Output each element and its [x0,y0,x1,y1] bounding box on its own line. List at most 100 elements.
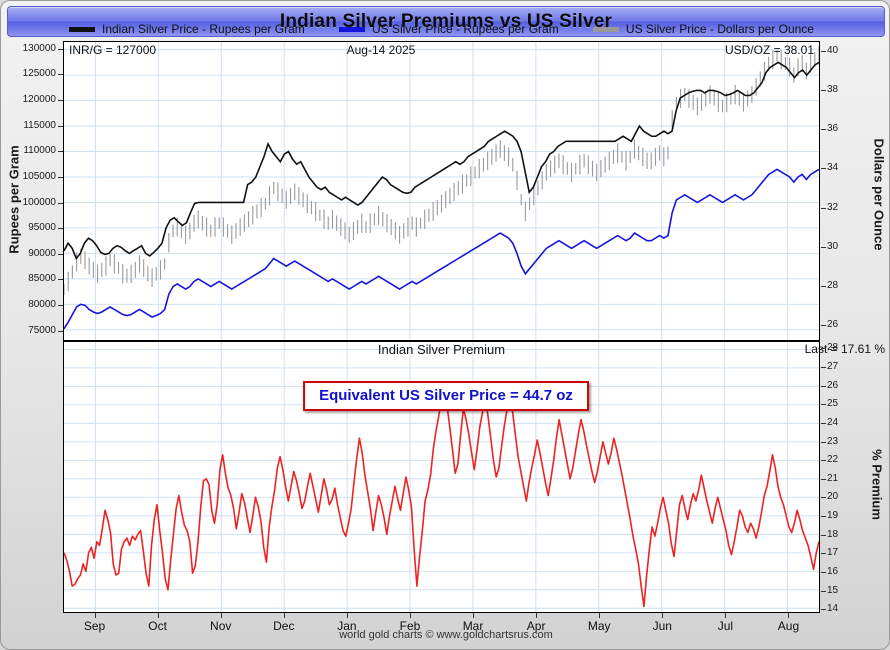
axis-tick-label: 25 [827,398,839,410]
axis-tick-mark [821,609,826,611]
x-axis-tick-mark [788,613,790,618]
axis-tick-label: 21 [827,472,839,484]
axis-tick-mark [58,125,63,127]
axis-tick-label: 80000 [28,299,56,311]
axis-tick-label: 18 [827,528,839,540]
price-plot [64,42,819,340]
axis-tick-mark [821,385,826,387]
axis-tick-mark [821,460,826,462]
axis-tick-mark [58,330,63,332]
axis-tick-mark [821,325,826,327]
axis-tick-mark [58,151,63,153]
equivalent-price-text: Equivalent US Silver Price = 44.7 oz [319,387,573,404]
axis-tick-mark [821,286,826,288]
axis-tick-label: 26 [827,319,839,331]
axis-tick-mark [58,176,63,178]
axis-tick-label: 14 [827,603,839,615]
x-axis-tick-label: Dec [273,619,295,633]
annotation-usd-per-oz: USD/OZ = 38.01 [724,43,814,57]
axis-tick-label: 85000 [28,273,56,285]
axis-tick-label: 28 [827,342,839,354]
y-axis-title-right: Dollars per Ounce [871,138,887,251]
x-axis-tick-label: Apr [526,619,546,633]
axis-tick-mark [821,422,826,424]
window-titlebar: Indian Silver Premiums vs US Silver [7,6,885,37]
axis-tick-label: 17 [827,547,839,559]
x-axis-tick-mark [346,613,348,618]
legend-item-us-silver-dollars: US Silver Price - Dollars per Ounce [592,22,814,36]
axis-tick-mark [58,279,63,281]
axis-tick-mark [821,441,826,443]
legend-item-us-silver-rupees: US Silver Price - Rupees per Gram [338,22,559,36]
axis-tick-label: 120000 [22,93,56,105]
x-axis-tick-mark [94,613,96,618]
x-axis-tick-label: Mar [462,619,484,633]
x-axis-tick-label: Aug [777,619,800,633]
axis-tick-mark [821,168,826,170]
legend-swatch-us-silver-dollars [592,26,619,32]
axis-tick-mark [821,367,826,369]
axis-tick-label: 110000 [23,145,56,157]
axis-tick-mark [58,74,63,76]
price-panel [63,41,820,341]
axis-tick-label: 90000 [28,247,56,259]
axis-tick-mark [821,516,826,518]
x-axis-tick-label: Jul [717,619,734,633]
axis-tick-mark [821,534,826,536]
axis-tick-mark [821,129,826,131]
x-axis-tick-mark [473,613,475,618]
x-axis-tick-label: Jan [337,619,357,633]
x-axis-tick-mark [725,613,727,618]
axis-tick-mark [58,99,63,101]
axis-tick-label: 40 [827,44,839,56]
axis-tick-mark [821,590,826,592]
legend-label-indian-silver: Indian Silver Price - Rupees per Gram [102,22,305,36]
axis-tick-label: 34 [827,162,839,174]
chart-area: Rupees per Gram Dollars per Ounce % Prem… [1,22,890,637]
axis-tick-mark [821,50,826,52]
x-axis-tick-label: Feb [399,619,421,633]
x-axis-tick-label: Nov [210,619,232,633]
axis-tick-mark [58,48,63,50]
x-axis-tick-label: May [587,619,611,633]
legend-swatch-us-silver-rupees [338,26,365,32]
axis-tick-label: 27 [827,361,839,373]
axis-tick-label: 26 [827,379,839,391]
footer-credit: world gold charts © www.goldchartsrus.co… [339,629,553,641]
axis-tick-mark [821,497,826,499]
axis-tick-label: 38 [827,84,839,96]
axis-tick-mark [821,572,826,573]
x-axis-tick-label: Jun [652,619,672,633]
annotation-inr-per-gram: INR/G = 127000 [69,43,157,57]
legend-label-us-silver-rupees: US Silver Price - Rupees per Gram [371,22,559,36]
axis-tick-label: 105000 [22,170,56,182]
x-axis-tick-mark [157,613,159,618]
equivalent-price-callout: Equivalent US Silver Price = 44.7 oz [303,381,589,411]
axis-tick-mark [58,305,63,307]
premium-panel-title: Indian Silver Premium [377,342,506,357]
axis-tick-label: 20 [827,491,839,503]
axis-tick-mark [58,228,63,230]
page-title: Indian Silver Premiums vs US Silver [279,10,613,32]
axis-tick-label: 95000 [28,222,56,234]
axis-tick-label: 100000 [22,196,56,208]
axis-tick-label: 15 [827,584,839,596]
axis-tick-label: 23 [827,435,839,447]
axis-tick-mark [821,404,826,406]
axis-tick-label: 30 [827,240,839,252]
chart-legend: Indian Silver Price - Rupees per Gram US… [63,19,820,39]
axis-tick-label: 115000 [23,119,56,131]
axis-tick-label: 24 [827,416,839,428]
y-axis-title-premium: % Premium [869,449,885,520]
axis-tick-mark [58,253,63,255]
x-axis-tick-mark [283,613,285,618]
legend-swatch-indian-silver [69,26,95,32]
axis-tick-mark [821,478,826,480]
axis-tick-label: 36 [827,123,839,135]
annotation-date: Aug-14 2025 [346,43,416,57]
axis-tick-mark [821,207,826,209]
axis-tick-mark [821,246,826,248]
x-axis-tick-label: Sep [83,619,106,633]
x-axis-tick-mark [599,613,601,618]
